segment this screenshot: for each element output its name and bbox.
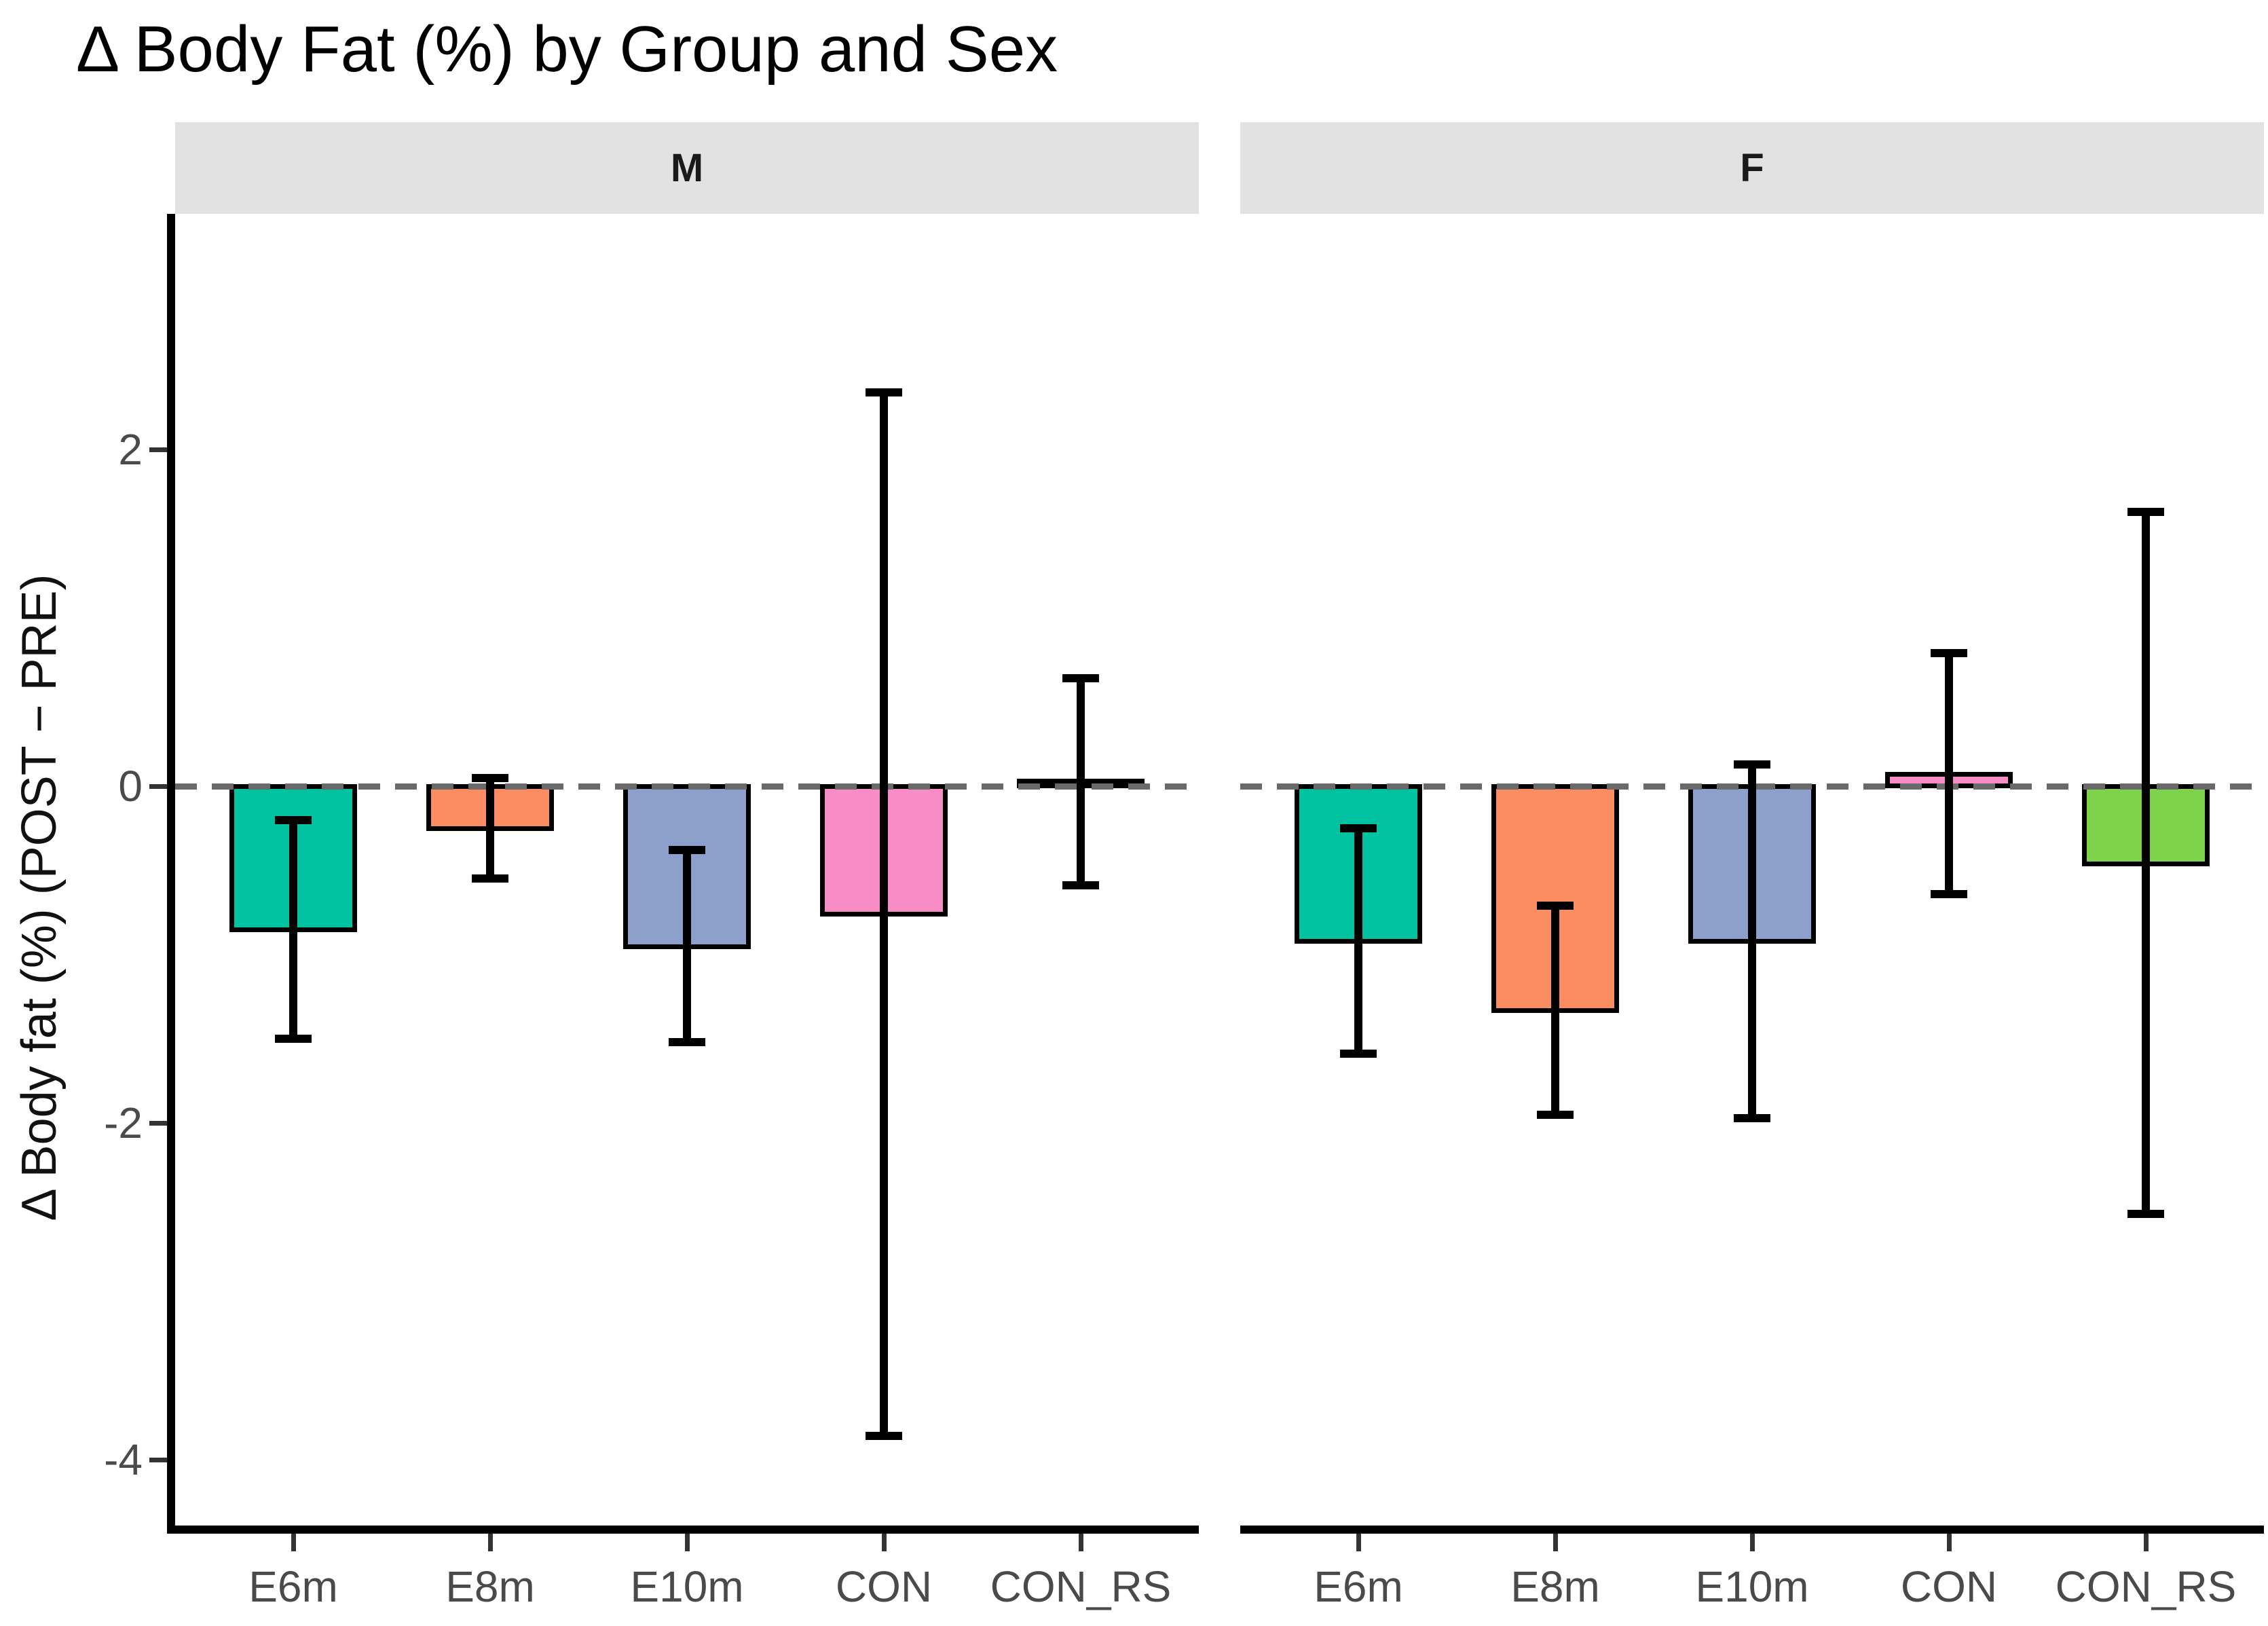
- error-line-F-E6m: [1354, 828, 1362, 1054]
- x-tick-label-M-CON: CON: [835, 1562, 933, 1611]
- x-tick-mark: [1553, 1534, 1558, 1551]
- error-cap-low-M-E8m: [472, 874, 508, 883]
- x-tick-mark: [1079, 1534, 1083, 1551]
- x-tick-label-F-E10m: E10m: [1695, 1562, 1809, 1611]
- error-cap-low-F-E10m: [1734, 1114, 1770, 1122]
- error-line-M-CON: [880, 392, 888, 1437]
- error-cap-low-M-E6m: [275, 1035, 312, 1043]
- x-tick-label-M-E10m: E10m: [630, 1562, 744, 1611]
- y-axis-line: [167, 214, 175, 1534]
- y-axis-title: Δ Body fat (%) (POST − PRE): [12, 574, 67, 1221]
- error-cap-low-M-E10m: [669, 1038, 705, 1046]
- error-cap-high-F-CON_RS: [2127, 508, 2164, 516]
- error-cap-high-M-CON_RS: [1062, 674, 1099, 682]
- y-tick-label: -4: [104, 1435, 143, 1484]
- error-cap-low-F-E6m: [1340, 1050, 1377, 1058]
- x-tick-mark: [291, 1534, 296, 1551]
- x-tick-mark: [1356, 1534, 1361, 1551]
- x-tick-label-M-E6m: E6m: [248, 1562, 338, 1611]
- error-line-M-E8m: [486, 778, 494, 879]
- error-cap-high-F-E8m: [1537, 902, 1574, 910]
- x-tick-mark: [882, 1534, 887, 1551]
- error-cap-high-M-E8m: [472, 774, 508, 782]
- error-cap-low-M-CON_RS: [1062, 881, 1099, 889]
- x-tick-mark: [1750, 1534, 1755, 1551]
- y-tick-mark: [149, 784, 167, 789]
- y-tick-mark: [149, 1121, 167, 1126]
- error-line-M-E10m: [683, 850, 691, 1042]
- error-cap-low-F-CON_RS: [2127, 1210, 2164, 1218]
- x-tick-label-F-CON: CON: [1900, 1562, 1998, 1611]
- error-line-F-E10m: [1748, 764, 1756, 1118]
- y-tick-mark: [149, 447, 167, 452]
- y-tick-label: 0: [118, 762, 143, 811]
- x-tick-mark: [2144, 1534, 2149, 1551]
- error-cap-low-F-E8m: [1537, 1111, 1574, 1119]
- error-line-F-CON: [1945, 653, 1953, 894]
- error-cap-high-F-E6m: [1340, 824, 1377, 832]
- error-cap-low-F-CON: [1931, 890, 1967, 898]
- x-tick-label-F-CON_RS: CON_RS: [2055, 1562, 2237, 1611]
- error-line-M-E6m: [289, 820, 297, 1039]
- error-cap-high-F-CON: [1931, 649, 1967, 657]
- x-tick-label-F-E6m: E6m: [1314, 1562, 1403, 1611]
- y-tick-label: -2: [104, 1098, 143, 1147]
- x-tick-mark: [1947, 1534, 1952, 1551]
- facet-strip-M: M: [175, 122, 1199, 214]
- error-line-M-CON_RS: [1077, 678, 1085, 885]
- error-cap-low-M-CON: [866, 1432, 902, 1440]
- x-tick-label-F-E8m: E8m: [1510, 1562, 1600, 1611]
- y-tick-label: 2: [118, 425, 143, 474]
- x-tick-mark: [685, 1534, 690, 1551]
- error-line-F-CON_RS: [2142, 512, 2150, 1214]
- x-axis-line-M: [167, 1526, 1199, 1534]
- error-cap-high-M-CON: [866, 388, 902, 396]
- zero-line-M: [175, 783, 1199, 790]
- facet-strip-F: F: [1240, 122, 2264, 214]
- chart-title: Δ Body Fat (%) by Group and Sex: [76, 13, 1058, 86]
- x-tick-label-M-CON_RS: CON_RS: [990, 1562, 1172, 1611]
- x-tick-label-M-E8m: E8m: [445, 1562, 535, 1611]
- error-line-F-E8m: [1551, 906, 1559, 1115]
- y-tick-mark: [149, 1458, 167, 1462]
- x-axis-line-F: [1240, 1526, 2264, 1534]
- error-cap-high-F-E10m: [1734, 760, 1770, 769]
- error-cap-high-M-E10m: [669, 846, 705, 854]
- x-tick-mark: [488, 1534, 493, 1551]
- error-cap-high-M-E6m: [275, 816, 312, 824]
